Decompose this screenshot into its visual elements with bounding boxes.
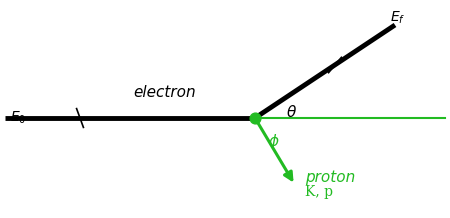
Point bbox=[252, 116, 259, 120]
Text: proton: proton bbox=[305, 170, 355, 185]
Text: $\theta$: $\theta$ bbox=[286, 104, 297, 120]
Text: $\phi$: $\phi$ bbox=[268, 132, 279, 151]
Text: electron: electron bbox=[134, 85, 196, 100]
Text: $E_0$: $E_0$ bbox=[10, 110, 26, 126]
Text: K, p: K, p bbox=[305, 185, 333, 199]
Text: $E_f$: $E_f$ bbox=[390, 10, 405, 26]
